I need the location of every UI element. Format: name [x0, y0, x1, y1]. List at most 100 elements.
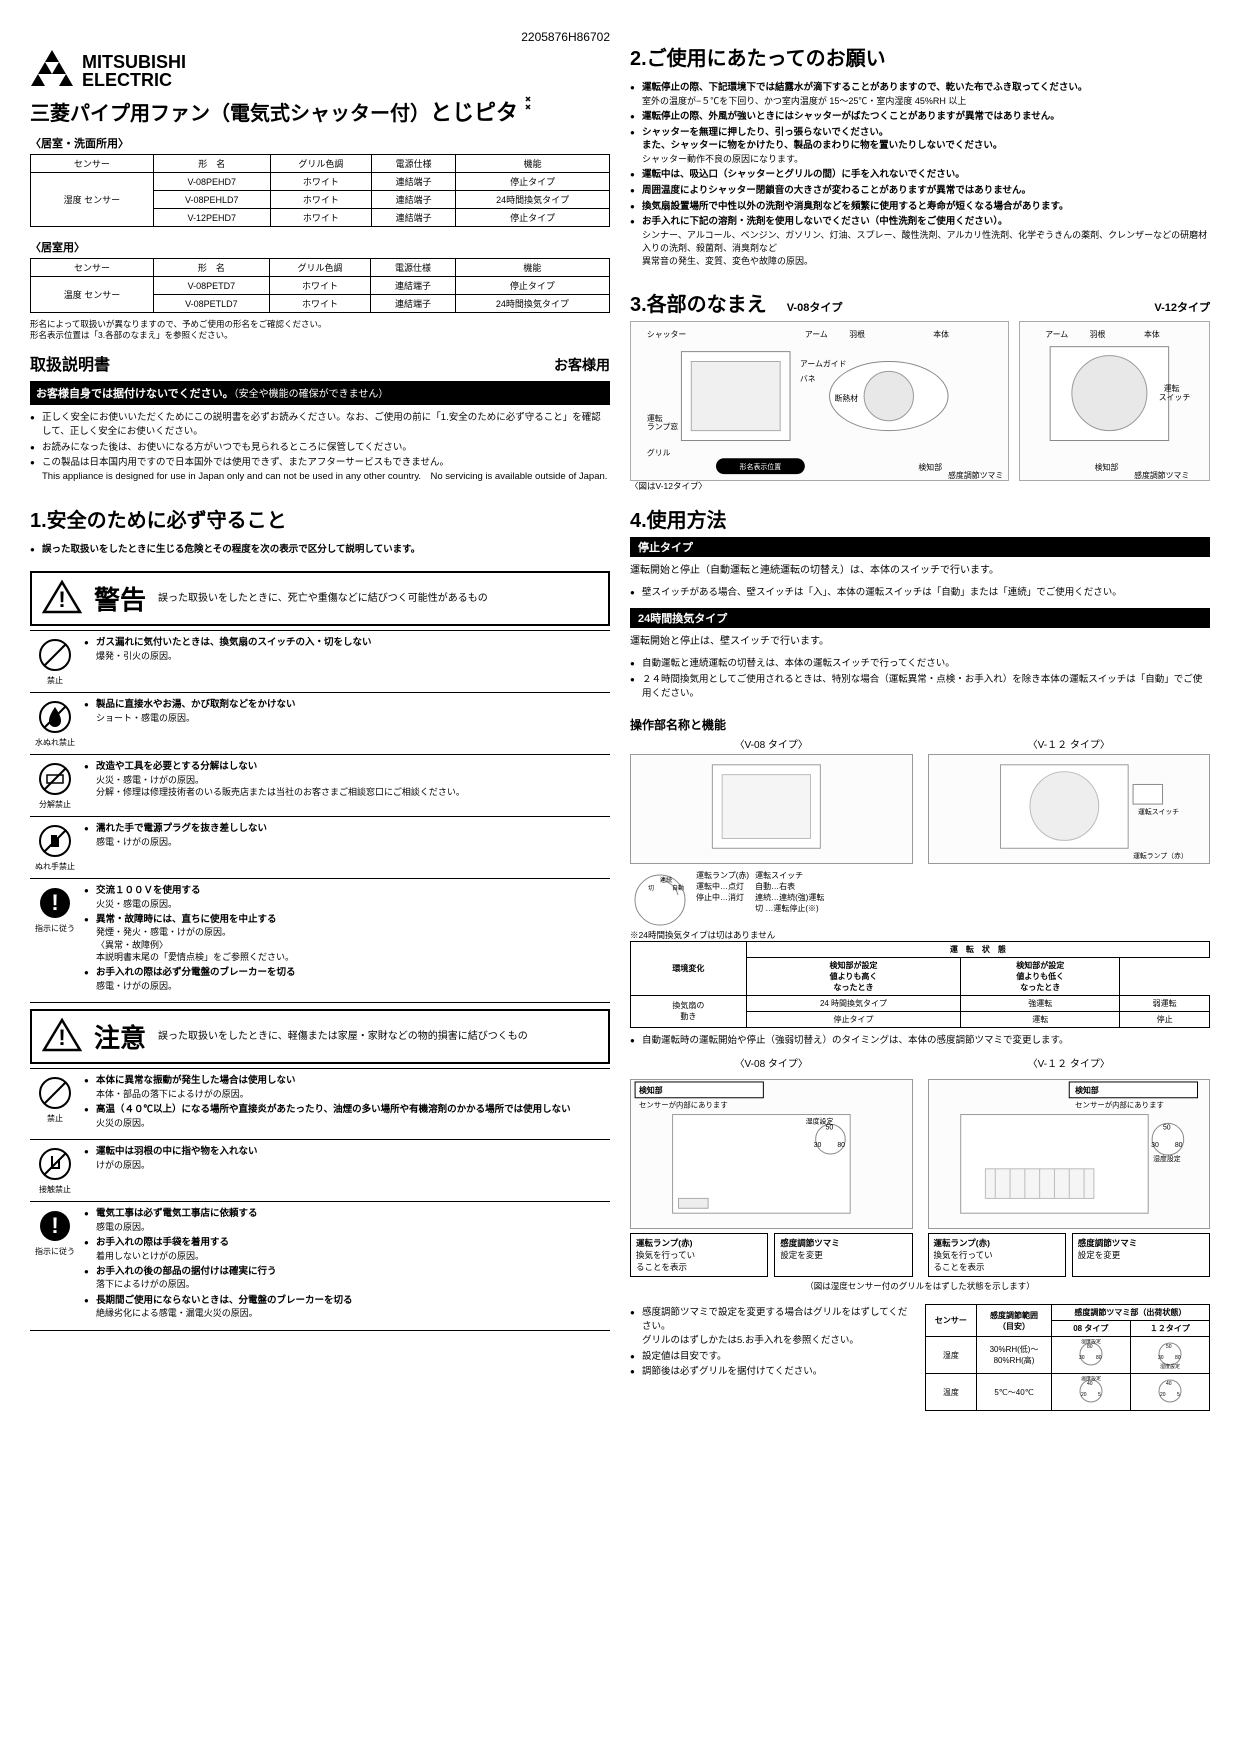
svg-text:バネ: バネ — [800, 375, 816, 384]
svg-text:検知部: 検知部 — [639, 1085, 663, 1095]
sensor-v12-diagram: 検知部 センサーが内部にあります 503080 湿度設定 — [928, 1079, 1211, 1229]
svg-text:80: 80 — [1175, 1355, 1181, 1361]
parts-diagram-v12: アーム 羽根 本体 運転スイッチ 検知部 感度調節ツマミ — [1019, 321, 1210, 481]
svg-text:30: 30 — [1079, 1355, 1085, 1361]
section-2-title: 2.ご使用にあたってのお願い — [630, 42, 1210, 71]
svg-text:感度調節ツマミ: 感度調節ツマミ — [948, 470, 1003, 480]
caution-icon: ! — [42, 1017, 82, 1056]
left-column: 2205876H86702 MITSUBISHIELECTRIC 三菱パイプ用フ… — [30, 30, 610, 1724]
stop-type-chip: 停止タイプ — [630, 537, 1210, 557]
svg-text:運転: 運転 — [647, 414, 663, 423]
warning-label: 警告 — [94, 580, 146, 617]
warning-table: 禁止 ガス漏れに気付いたときは、換気扇のスイッチの入・切をしない爆発・引火の原因… — [30, 630, 610, 1003]
document-number: 2205876H86702 — [30, 30, 610, 44]
svg-text:湿度設定: 湿度設定 — [806, 1117, 834, 1126]
auto-note: 自動運転時の運転開始や停止（強弱切替え）のタイミングは、本体の感度調節ツマミで変… — [630, 1034, 1210, 1050]
svg-text:形名表示位置: 形名表示位置 — [740, 462, 782, 471]
type-v08-label: V-08タイプ — [787, 299, 843, 315]
mitsubishi-logo-icon — [30, 50, 74, 91]
dial-icon: 5030 80 湿度設定 — [1150, 1339, 1190, 1369]
svg-text:!: ! — [51, 1213, 58, 1238]
warning-box: ! 警告 誤った取扱いをしたときに、死亡や重傷などに結びつく可能性があるもの — [30, 571, 610, 626]
control-v12-diagram: 運転スイッチ 運転ランプ（赤） — [928, 754, 1211, 864]
control-v08: 〈V-08 タイプ〉 — [630, 736, 913, 864]
h24-desc: 運転開始と停止は、壁スイッチで行います。 — [630, 632, 1210, 647]
control-v08-diagram — [630, 754, 913, 864]
svg-text:アームガイド: アームガイド — [800, 359, 847, 369]
svg-text:50: 50 — [1162, 1125, 1170, 1132]
stop-type-desc: 運転開始と停止（自動運転と連続運転の切替え）は、本体のスイッチで行います。 — [630, 561, 1210, 576]
logo-text: MITSUBISHIELECTRIC — [82, 53, 186, 89]
intro-bullets: 正しく安全にお使いいただくためにこの説明書を必ずお読みください。なお、ご使用の前… — [30, 411, 610, 486]
bottom-row: 感度調節ツマミで設定を変更する場合はグリルをはずしてください。 グリルのはずしか… — [630, 1300, 1210, 1411]
section-1-lead: 誤った取扱いをしたときに生じる危険とその程度を次の表示で区分して説明しています。 — [30, 543, 610, 559]
svg-text:5: 5 — [1177, 1392, 1180, 1398]
spec-table-2: センサー形 名グリル色調電源仕様機能 温度 センサーV-08PETD7ホワイト連… — [30, 258, 610, 313]
svg-text:本体: 本体 — [933, 329, 949, 339]
svg-text:30: 30 — [1158, 1355, 1164, 1361]
control-title: 操作部名称と機能 — [630, 716, 1210, 733]
svg-text:湿度設定: 湿度設定 — [1081, 1339, 1101, 1345]
svg-text:湿度設定: 湿度設定 — [1160, 1363, 1180, 1369]
svg-text:検知部: 検知部 — [1075, 1085, 1099, 1095]
stop-type-bullets: 壁スイッチがある場合、壁スイッチは「入」、本体の運転スイッチは「自動」または「連… — [630, 586, 1210, 602]
svg-text:感度調節ツマミ: 感度調節ツマミ — [1134, 470, 1189, 480]
svg-text:50: 50 — [1166, 1344, 1172, 1350]
section-4-title: 4.使用方法 — [630, 504, 1210, 533]
section-1-title: 1.安全のために必ず守ること — [30, 504, 610, 533]
state-table-full: 環境変化運 転 状 態 検知部が設定 値よりも高く なったとき検知部が設定 値よ… — [630, 941, 1210, 1028]
spec-note-2: 形名表示位置は「3.各部のなまえ」を参照ください。 — [30, 330, 610, 341]
logo-row: MITSUBISHIELECTRIC — [30, 50, 610, 91]
svg-text:センサーが内部にあります: センサーが内部にあります — [1075, 1101, 1164, 1110]
sensor-v08-diagram: 検知部 センサーが内部にあります 503080 湿度設定 — [630, 1079, 913, 1229]
control-detail-row: 切連続自動 運転ランプ(赤) 運転中…点灯 停止中…消灯 運転スイッチ 自動…右… — [630, 870, 1210, 930]
svg-text:断熱材: 断熱材 — [834, 393, 858, 403]
no-touch-icon — [34, 1146, 76, 1182]
svg-text:ランプ窓: ランプ窓 — [647, 422, 678, 432]
caution-desc: 誤った取扱いをしたときに、軽傷または家屋・家財などの物的損害に結びつくもの — [158, 1030, 528, 1043]
h24-bullets: 自動運転と連続運転の切替えは、本体の運転スイッチで行ってください。 ２４時間換気… — [630, 657, 1210, 702]
svg-text:スイッチ: スイッチ — [1159, 393, 1191, 402]
svg-text:30: 30 — [1151, 1142, 1159, 1149]
customer-label: お客様用 — [554, 355, 610, 375]
bottom-bullets: 感度調節ツマミで設定を変更する場合はグリルをはずしてください。 グリルのはずしか… — [630, 1306, 915, 1379]
svg-text:運転ランプ（赤）: 運転ランプ（赤） — [1133, 852, 1188, 861]
svg-text:20: 20 — [1160, 1392, 1166, 1398]
caution-box: ! 注意 誤った取扱いをしたときに、軽傷または家屋・家財などの物的損害に結びつく… — [30, 1009, 610, 1064]
spec-note-1: 形名によって取扱いが異なりますので、予めご使用の形名をご確認ください。 — [30, 319, 610, 330]
svg-text:!: ! — [58, 587, 65, 612]
svg-text:アーム: アーム — [805, 330, 828, 339]
caution-table: 禁止 本体に異常な振動が発生した場合は使用しない本体・部品の落下によるけがの原因… — [30, 1068, 610, 1331]
knob-box-v08: 感度調節ツマミ設定を変更 — [774, 1233, 912, 1277]
svg-text:検知部: 検知部 — [918, 462, 942, 472]
svg-text:!: ! — [51, 890, 58, 915]
no-disassemble-icon — [34, 761, 76, 797]
svg-text:運転: 運転 — [1164, 384, 1180, 393]
manual-title: 取扱説明書 — [30, 351, 110, 375]
lamp-box-v12: 運転ランプ(赤)換気を行ってい ることを表示 — [928, 1233, 1066, 1277]
section-3-title: 3.各部のなまえ — [630, 288, 767, 317]
setting-table: センサー感度調節範囲 （目安）感度調節ツマミ部（出荷状態） 08 タイプ１２タイ… — [925, 1304, 1211, 1411]
svg-text:本体: 本体 — [1144, 329, 1160, 339]
dial-icon: 803080湿度設定 — [1071, 1339, 1111, 1369]
type-v12-label: V-12タイプ — [1154, 299, 1210, 315]
parts-diagram-v08: シャッター アーム 羽根 本体 アームガイド バネ 断熱材 運転ランプ窓 グリル… — [630, 321, 1009, 481]
manual-head: 取扱説明書 お客様用 — [30, 351, 610, 375]
sensor-box-row: 運転ランプ(赤)換気を行ってい ることを表示 感度調節ツマミ設定を変更 運転ラン… — [630, 1229, 1210, 1277]
prohibit-icon — [34, 1075, 76, 1111]
h24-type-chip: 24時間換気タイプ — [630, 608, 1210, 628]
svg-text:グリル: グリル — [647, 448, 671, 458]
knob-box-v12: 感度調節ツマミ設定を変更 — [1072, 1233, 1210, 1277]
svg-text:羽根: 羽根 — [849, 329, 865, 339]
no-water-icon — [34, 699, 76, 735]
prohibit-icon — [34, 637, 76, 673]
warning-icon: ! — [42, 579, 82, 618]
sensor-diagram-row: 検知部 センサーが内部にあります 503080 湿度設定 検知部 センサーが内部… — [630, 1079, 1210, 1229]
usage-area-1: 〈居室・洗面所用〉 — [30, 135, 610, 151]
follow-instruction-icon: ! — [34, 1208, 76, 1244]
svg-text:連続: 連続 — [660, 876, 672, 884]
svg-text:20: 20 — [1081, 1392, 1087, 1398]
dial-icon: 40205温度設定 — [1071, 1376, 1111, 1406]
parts-note: 〈図はV-12タイプ〉 — [630, 481, 1210, 492]
follow-instruction-icon: ! — [34, 885, 76, 921]
